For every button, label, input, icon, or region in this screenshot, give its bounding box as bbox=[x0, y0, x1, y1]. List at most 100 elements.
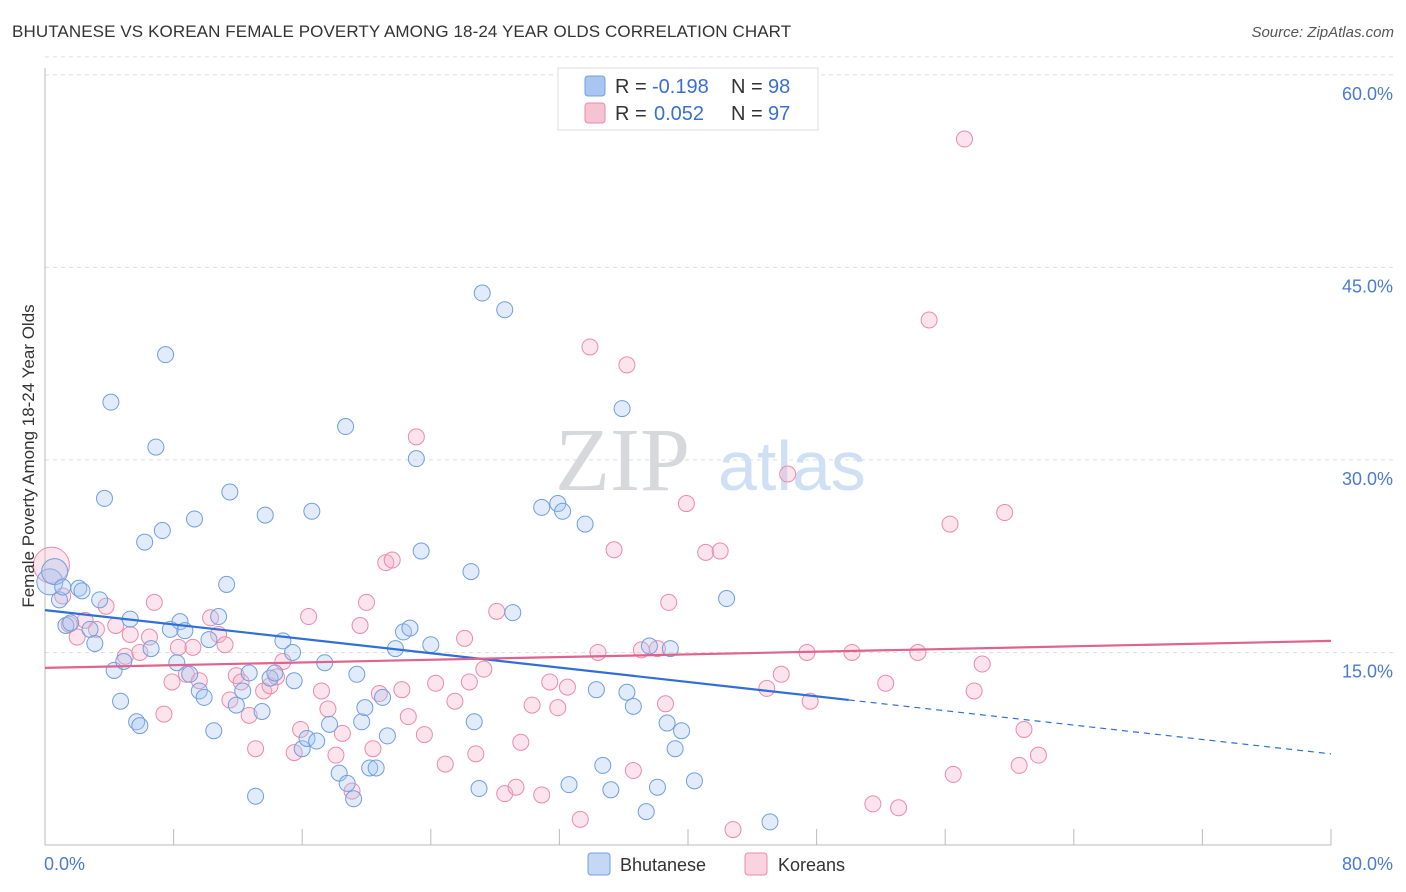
point-bhutanese bbox=[361, 759, 379, 777]
point-bhutanese bbox=[234, 682, 252, 700]
point-bhutanese bbox=[62, 614, 80, 632]
legend-r-label-2: R = bbox=[615, 103, 647, 125]
series-legend-swatch-bhutanese bbox=[587, 852, 611, 876]
point-bhutanese bbox=[102, 393, 120, 411]
point-koreans bbox=[456, 629, 474, 647]
correlation-legend: R = -0.198 N = 98 R = 0.052 N = 97 bbox=[557, 67, 819, 131]
point-bhutanese bbox=[240, 664, 258, 682]
point-bhutanese bbox=[345, 790, 363, 808]
watermark: ZIP atlas bbox=[555, 411, 866, 510]
legend-n-label-1: N = bbox=[731, 76, 763, 98]
x-tick-label: 0.0% bbox=[44, 854, 85, 874]
series-legend-bhutanese: Bhutanese bbox=[620, 855, 706, 875]
point-koreans bbox=[333, 724, 351, 742]
point-bhutanese bbox=[221, 483, 239, 501]
point-koreans bbox=[155, 705, 173, 723]
point-bhutanese bbox=[153, 522, 171, 540]
point-bhutanese bbox=[168, 654, 186, 672]
point-koreans bbox=[87, 620, 105, 638]
point-bhutanese bbox=[533, 498, 551, 516]
point-koreans bbox=[772, 665, 790, 683]
point-koreans bbox=[131, 643, 149, 661]
point-koreans bbox=[955, 130, 973, 148]
point-koreans bbox=[393, 681, 411, 699]
point-koreans bbox=[758, 679, 776, 697]
legend-n-label-2: N = bbox=[731, 103, 763, 125]
point-koreans bbox=[724, 821, 742, 839]
point-bhutanese bbox=[91, 591, 109, 609]
point-koreans bbox=[240, 706, 258, 724]
point-koreans bbox=[107, 617, 125, 635]
point-bhutanese bbox=[285, 672, 303, 690]
point-bhutanese bbox=[470, 780, 488, 798]
x-tick-labels: 0.0% 80.0% bbox=[44, 854, 1393, 874]
trend-line-bhutanese bbox=[44, 609, 849, 702]
point-bhutanese bbox=[422, 636, 440, 654]
point-koreans bbox=[697, 543, 715, 561]
point-bhutanese bbox=[374, 688, 392, 706]
point-bhutanese bbox=[195, 688, 213, 706]
legend-n-value-1: 98 bbox=[768, 76, 790, 98]
point-bhutanese bbox=[200, 631, 218, 649]
series-legend-swatch-koreans bbox=[744, 852, 768, 876]
point-koreans bbox=[76, 611, 94, 629]
y-tick-label: 45.0% bbox=[1342, 276, 1393, 296]
point-bhutanese bbox=[247, 787, 265, 805]
point-koreans bbox=[864, 795, 882, 813]
point-koreans bbox=[190, 672, 208, 690]
point-bhutanese bbox=[337, 418, 355, 436]
point-bhutanese bbox=[253, 703, 271, 721]
axes bbox=[44, 68, 1332, 846]
trend-line-bhutanese-extension bbox=[848, 699, 1332, 755]
point-koreans bbox=[711, 542, 729, 560]
point-bhutanese bbox=[504, 604, 522, 622]
point-bhutanese bbox=[613, 400, 631, 418]
point-bhutanese bbox=[587, 681, 605, 699]
gridlines bbox=[45, 56, 1395, 653]
point-koreans bbox=[589, 643, 607, 661]
point-koreans bbox=[358, 593, 375, 611]
point-koreans bbox=[121, 625, 139, 643]
point-koreans bbox=[285, 744, 303, 762]
point-koreans bbox=[163, 673, 181, 691]
point-bhutanese bbox=[462, 563, 480, 581]
point-koreans bbox=[216, 636, 234, 654]
point-koreans bbox=[351, 617, 369, 635]
point-koreans bbox=[427, 674, 445, 692]
point-koreans bbox=[605, 541, 623, 559]
point-koreans bbox=[1010, 756, 1028, 774]
point-bhutanese bbox=[185, 510, 203, 528]
point-bhutanese bbox=[554, 502, 572, 520]
series-legend: Bhutanese Koreans bbox=[587, 852, 845, 876]
point-koreans bbox=[460, 673, 478, 691]
watermark-zip: ZIP bbox=[555, 411, 690, 510]
point-koreans bbox=[184, 638, 202, 656]
point-koreans bbox=[319, 700, 337, 718]
chart-source: Source: ZipAtlas.com bbox=[1251, 24, 1394, 41]
point-koreans bbox=[624, 762, 642, 780]
point-koreans bbox=[169, 638, 187, 656]
point-koreans bbox=[292, 720, 310, 738]
chart-title: BHUTANESE VS KOREAN FEMALE POVERTY AMONG… bbox=[12, 22, 792, 41]
point-bhutanese bbox=[70, 579, 88, 597]
point-bhutanese bbox=[303, 502, 321, 520]
point-koreans bbox=[843, 643, 861, 661]
point-bhutanese bbox=[205, 722, 223, 740]
y-axis-title: Female Poverty Among 18-24 Year Olds bbox=[19, 304, 38, 607]
point-bhutanese bbox=[293, 740, 311, 758]
point-bhutanese bbox=[284, 643, 302, 661]
y-tick-label: 60.0% bbox=[1342, 84, 1393, 104]
point-bhutanese bbox=[321, 715, 339, 733]
point-koreans bbox=[415, 726, 433, 744]
point-koreans bbox=[541, 673, 559, 691]
point-bhutanese bbox=[81, 620, 99, 638]
point-bhutanese bbox=[142, 640, 160, 658]
y-tick-label: 30.0% bbox=[1342, 469, 1393, 489]
watermark-atlas: atlas bbox=[718, 427, 866, 505]
point-bhutanese bbox=[473, 284, 491, 302]
point-koreans bbox=[558, 678, 576, 696]
point-koreans bbox=[877, 674, 895, 692]
point-koreans bbox=[660, 593, 678, 611]
point-bhutanese bbox=[356, 699, 374, 717]
